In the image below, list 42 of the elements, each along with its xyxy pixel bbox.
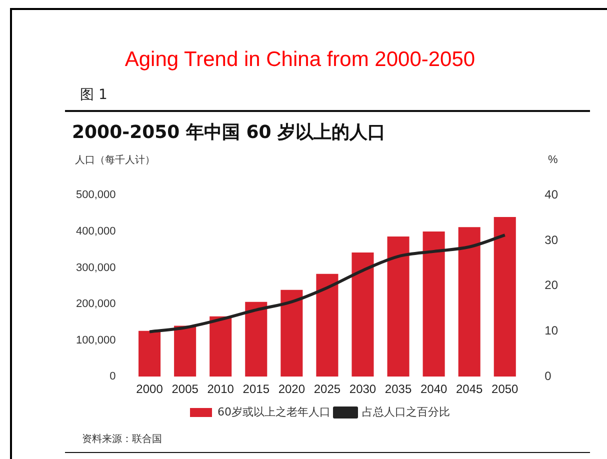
x-tick-label: 2040 [420,382,448,396]
y2-tick-label: 20 [544,278,558,292]
x-tick-label: 2010 [207,382,234,396]
y-tick-label: 500,000 [76,189,116,202]
bar [174,326,196,377]
x-tick-label: 2015 [242,382,270,396]
x-tick-label: 2045 [456,382,484,396]
caption: 图 1 [80,86,108,104]
chart-title: Aging Trend in China from 2000-2050 [124,48,476,72]
legend-label: 60岁或以上之老年人口 [218,405,330,418]
legend-label: 占总人口之百分比 [362,405,450,418]
x-tick-label: 2050 [492,382,519,396]
bar [280,290,303,377]
y2-tick-label: 40 [544,188,558,202]
x-tick-label: 2020 [278,382,306,396]
y-tick-label: 0 [110,370,116,383]
y2-tick-label: 0 [544,368,552,383]
bar [316,274,338,377]
bar [422,231,445,377]
x-tick-label: 2030 [349,382,376,396]
bar [245,302,268,377]
text: 资料来源：联合国 [82,432,162,446]
y-tick-label: 200,000 [76,298,116,310]
bar [210,316,232,377]
line-series [148,234,506,334]
bar [387,236,410,377]
y-tick-label: 300,000 [76,262,116,274]
x-tick-label: 2000 [136,382,164,396]
y2-tick-label: 30 [544,232,558,247]
y-tick-label: 400,000 [76,226,116,238]
bar [494,216,516,377]
x-tick-label: 2025 [314,382,341,396]
x-tick-label: 2035 [384,382,412,396]
bar [138,330,161,377]
x-tick-label: 2005 [172,382,199,396]
bar [458,227,480,377]
bar [352,252,374,377]
y2-tick-label: 10 [544,324,558,338]
y2-axis-title: % [548,154,558,166]
y-axis-title: 人口（每千人计） [75,154,155,167]
y-tick-label: 100,000 [76,334,116,346]
chart-subtitle: 2000-2050 年中国 60 岁以上的人口 [72,121,386,144]
